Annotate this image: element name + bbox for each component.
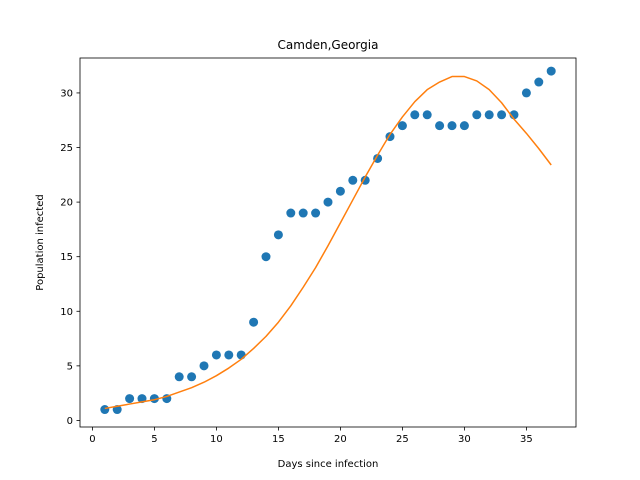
data-point: [546, 66, 556, 76]
data-point: [435, 121, 445, 131]
chart-title: Camden,Georgia: [278, 38, 379, 52]
data-point: [397, 121, 407, 131]
data-point: [125, 394, 135, 404]
data-point: [484, 110, 494, 120]
x-tick-label: 10: [210, 434, 223, 445]
data-point: [335, 186, 345, 196]
x-tick-label: 35: [520, 434, 533, 445]
data-point: [199, 361, 209, 371]
y-tick-label: 30: [60, 88, 73, 99]
data-point: [422, 110, 432, 120]
data-point: [100, 405, 110, 415]
data-point: [472, 110, 482, 120]
data-point: [323, 197, 333, 207]
data-point: [236, 350, 246, 360]
data-point: [286, 208, 296, 218]
data-point: [311, 208, 321, 218]
data-point: [174, 372, 184, 382]
x-tick-label: 30: [458, 434, 471, 445]
data-point: [298, 208, 308, 218]
y-tick-label: 10: [60, 307, 73, 318]
y-tick-label: 0: [67, 416, 73, 427]
fitted-curve-line: [104, 75, 552, 410]
data-point: [224, 350, 234, 360]
plot-frame: [79, 57, 577, 428]
data-point: [261, 252, 271, 262]
y-axis-label: Population infected: [35, 194, 46, 290]
data-point: [459, 121, 469, 131]
data-point: [534, 77, 544, 87]
data-point: [497, 110, 507, 120]
y-tick-label: 15: [60, 252, 73, 263]
data-point: [187, 372, 197, 382]
data-point: [348, 175, 358, 185]
data-point: [410, 110, 420, 120]
data-point: [373, 153, 383, 163]
data-point: [447, 121, 457, 131]
x-tick-label: 25: [396, 434, 409, 445]
y-tick-label: 25: [60, 143, 73, 154]
x-tick-label: 15: [272, 434, 285, 445]
data-point: [249, 317, 259, 327]
x-tick-label: 5: [151, 434, 157, 445]
x-axis: 0 5 10 15 20 25 30 35: [89, 427, 533, 445]
data-point: [521, 88, 531, 98]
y-axis: 0 5 10 15 20 25 30: [60, 88, 80, 427]
series-layer: [100, 66, 556, 415]
x-axis-label: Days since infection: [278, 459, 379, 470]
data-point: [273, 230, 283, 240]
x-tick-label: 0: [89, 434, 95, 445]
x-tick-label: 20: [334, 434, 347, 445]
y-tick-label: 20: [60, 198, 73, 209]
data-point: [211, 350, 221, 360]
y-tick-label: 5: [67, 361, 73, 372]
